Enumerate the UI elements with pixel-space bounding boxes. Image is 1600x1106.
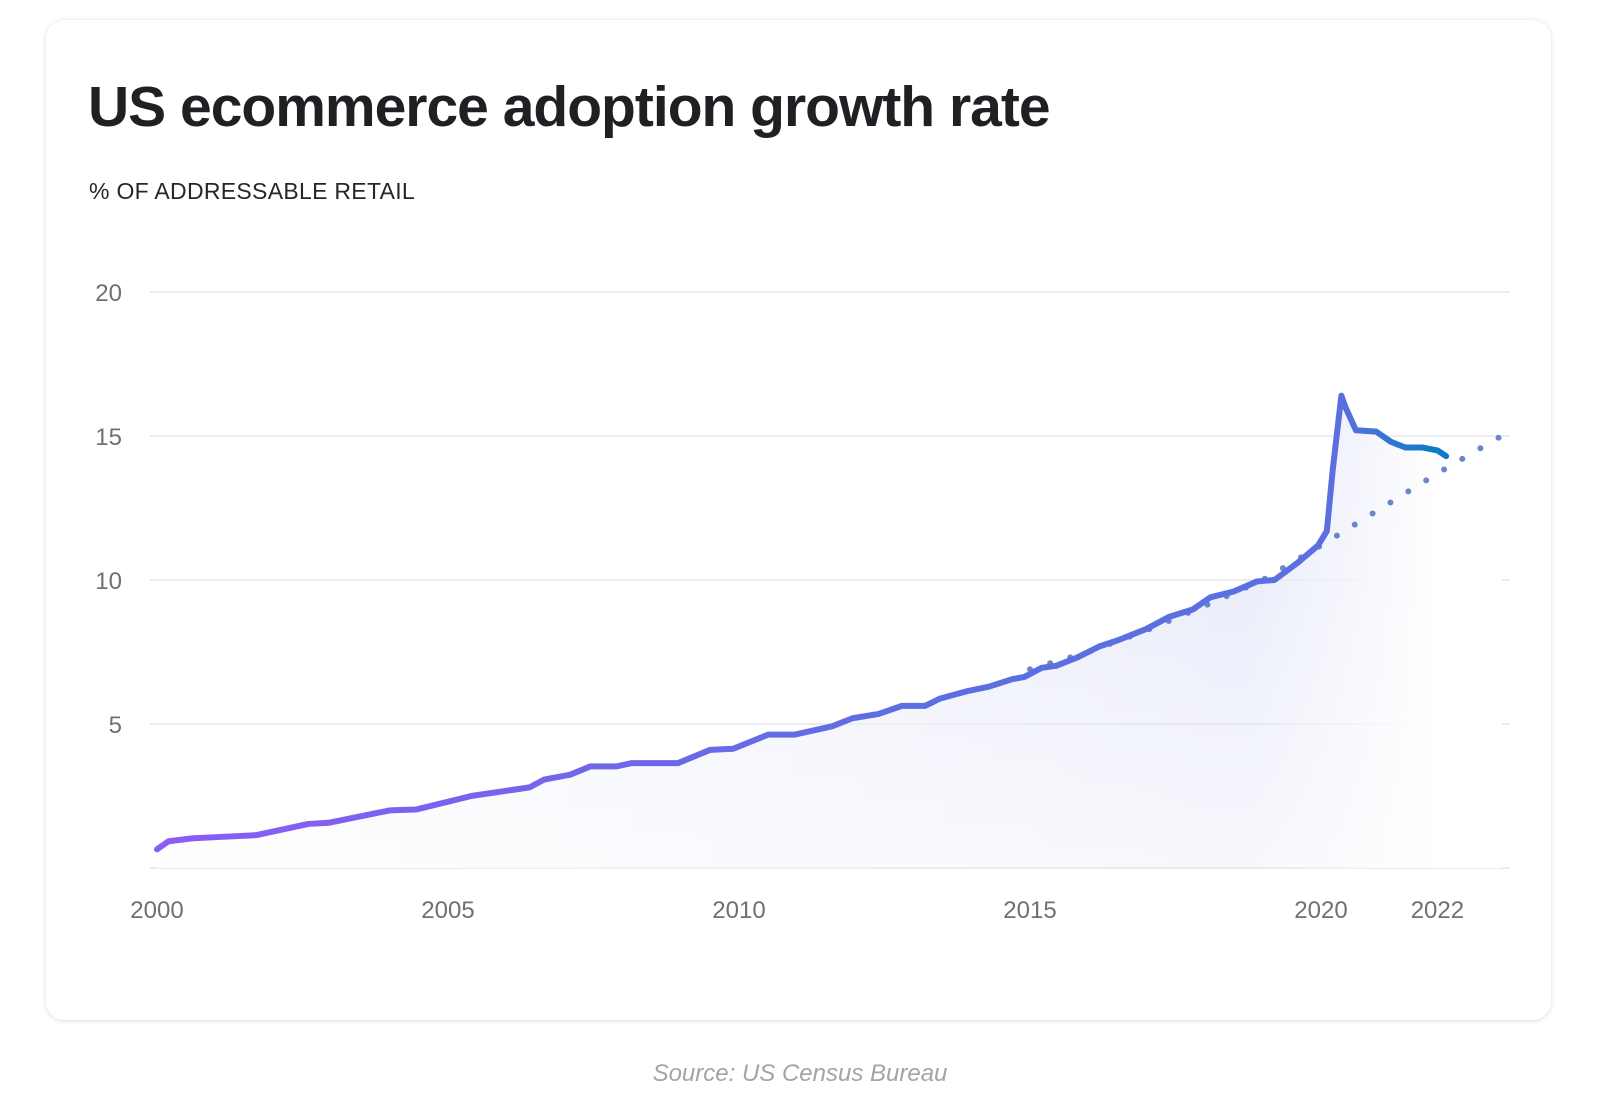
ecommerce-share-line: [154, 392, 1450, 853]
y-tick-label: 15: [95, 424, 122, 451]
chart-title: US ecommerce adoption growth rate: [88, 75, 1051, 139]
x-tick-label: 2022: [1411, 897, 1464, 924]
x-tick-label: 2015: [1003, 897, 1056, 924]
x-tick-label: 2020: [1294, 897, 1347, 924]
x-tick-label: 2005: [421, 897, 474, 924]
y-tick-label: 5: [109, 712, 122, 739]
y-axis-label: % OF ADDRESSABLE RETAIL: [89, 178, 416, 204]
x-tick-label: 2010: [712, 897, 765, 924]
y-tick-label: 10: [95, 568, 122, 595]
source-note: Source: US Census Bureau: [652, 1060, 948, 1087]
area-fade: [157, 395, 1502, 868]
x-tick-label: 2000: [130, 897, 183, 924]
y-tick-label: 20: [95, 280, 122, 307]
